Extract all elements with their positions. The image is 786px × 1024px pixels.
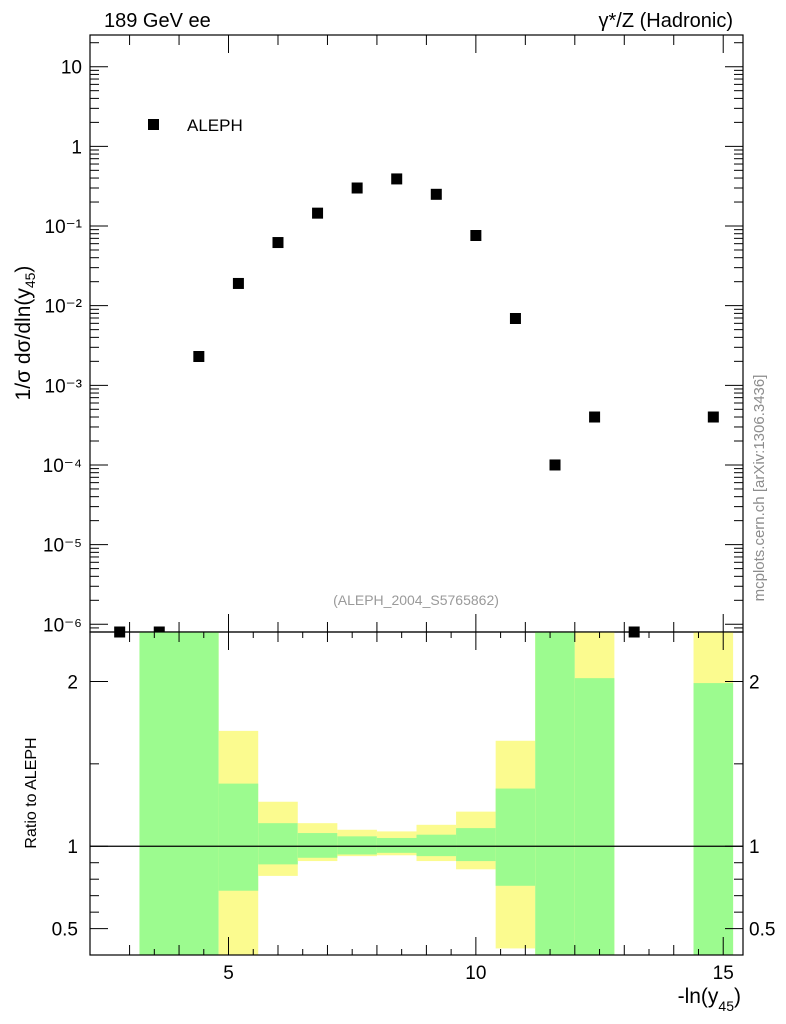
ratio-band-stat [218, 783, 259, 891]
ratio-band-stat [495, 788, 536, 886]
legend: ALEPH [148, 116, 243, 135]
main-ytick-label: 10⁻¹ [45, 217, 83, 238]
ratio-axis-ticks: 0.5 0.5 1 1 2 2 5 10 15 [52, 632, 775, 984]
main-axis-ticks: 10⁻⁶ 10⁻⁵ 10⁻⁴ 10⁻³ 10⁻² 10⁻¹ 1 10 [43, 35, 743, 636]
ratio-band-stat [139, 632, 219, 955]
header-left: 189 GeV ee [104, 10, 211, 32]
ratio-xtick-label: 10 [465, 963, 486, 984]
main-panel: 10⁻⁶ 10⁻⁵ 10⁻⁴ 10⁻³ 10⁻² 10⁻¹ 1 10 1/σ dσ/dln(y… [12, 34, 744, 638]
main-ytick-label: 10⁻² [45, 297, 83, 318]
ratio-ytick-label-right: 2 [749, 672, 760, 693]
ratio-xtick-label: 15 [713, 963, 734, 984]
data-point-aleph [193, 351, 205, 363]
data-point-aleph [470, 230, 482, 242]
analysis-annotation: (ALEPH_2004_S5765862) [333, 592, 499, 608]
data-point-aleph [707, 411, 719, 423]
ratio-band-stat [456, 828, 496, 862]
ratio-ytick-label-right: 0.5 [749, 920, 775, 941]
ratio-ytick-label-right: 1 [749, 837, 760, 858]
ratio-xlabel: -ln(y45) [678, 985, 741, 1014]
ratio-ytick-label-left: 0.5 [52, 920, 78, 941]
header-right: γ*/Z (Hadronic) [599, 10, 733, 32]
credit-text: mcplots.cern.ch [arXiv:1306.3436] [751, 375, 768, 602]
ratio-panel: 0.5 0.5 1 1 2 2 5 10 15 Ratio to ALEPH -ln(y45) [23, 631, 775, 1014]
ratio-band-stat [297, 833, 338, 858]
main-ytick-label: 10⁻³ [45, 376, 83, 397]
ratio-xtick-label: 5 [223, 963, 234, 984]
ratio-band-stat [574, 678, 615, 955]
ratio-band-stat [376, 837, 417, 853]
ratio-ylabel: Ratio to ALEPH [23, 737, 40, 848]
ratio-ytick-label-left: 1 [67, 837, 78, 858]
data-point-aleph [351, 182, 363, 194]
ratio-band-stat [337, 836, 377, 855]
main-ylabel: 1/σ dσ/dln(y45) [12, 266, 38, 401]
main-data-points [114, 173, 719, 638]
data-point-aleph [549, 459, 561, 471]
ratio-band-stat [693, 683, 734, 955]
credit: mcplots.cern.ch [arXiv:1306.3436] [751, 375, 768, 602]
main-ytick-label: 10⁻⁶ [43, 615, 82, 636]
data-point-aleph [391, 173, 403, 185]
ratio-band-stat [258, 823, 298, 865]
data-point-aleph [312, 207, 324, 219]
legend-label-aleph: ALEPH [187, 116, 243, 135]
ratio-ytick-label-left: 2 [67, 672, 78, 693]
data-point-aleph [509, 312, 521, 324]
main-ytick-label: 10⁻⁵ [43, 536, 82, 557]
main-ytick-label: 1 [71, 137, 82, 158]
data-point-aleph [430, 188, 442, 200]
ratio-band-stat [535, 632, 575, 955]
ratio-ylabel-text: Ratio to ALEPH [23, 737, 40, 848]
main-ylabel-text: 1/σ dσ/dln(y45) [12, 266, 38, 401]
ratio-bands [139, 632, 734, 955]
main-ytick-label: 10⁻⁴ [43, 456, 82, 477]
main-ytick-label: 10 [61, 58, 82, 79]
data-point-aleph [272, 237, 284, 249]
ratio-band-stat [416, 834, 457, 857]
legend-marker-aleph [148, 119, 159, 130]
data-point-aleph [589, 411, 601, 423]
ratio-frame [89, 631, 744, 956]
data-point-aleph [232, 277, 244, 289]
